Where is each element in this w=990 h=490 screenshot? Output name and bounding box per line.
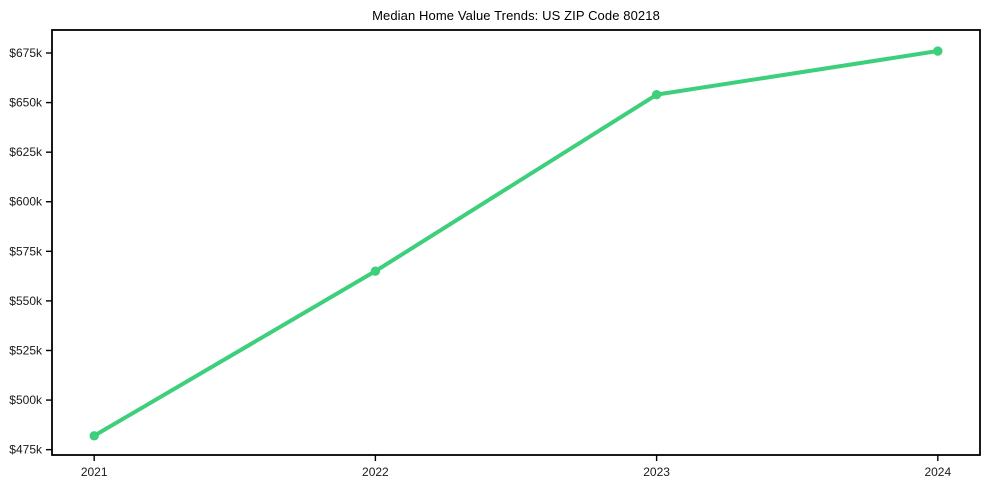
y-axis-tick-label: $625k — [9, 145, 43, 159]
x-axis-tick-label: 2022 — [362, 465, 389, 479]
y-axis-tick-label: $500k — [9, 393, 43, 407]
data-point-marker — [933, 46, 943, 56]
trend-line — [92, 49, 940, 438]
plot-border — [51, 29, 981, 456]
data-point-marker — [651, 89, 662, 100]
y-axis-tick-label: $600k — [9, 195, 43, 209]
y-axis-tick-label: $575k — [9, 244, 43, 258]
x-axis-tick-label: 2024 — [924, 465, 951, 479]
y-axis-tick-label: $675k — [9, 46, 43, 60]
x-axis-tick-label: 2021 — [81, 465, 108, 479]
y-axis-tick-label: $550k — [9, 294, 43, 308]
data-point-marker — [370, 266, 381, 276]
plot-area — [52, 30, 980, 455]
y-axis-tick-label: $475k — [9, 443, 43, 457]
data-point-marker — [89, 431, 99, 441]
y-axis-tick-label: $525k — [9, 343, 43, 357]
chart-title: Median Home Value Trends: US ZIP Code 80… — [372, 8, 660, 23]
x-axis-tick-label: 2023 — [643, 465, 670, 479]
y-axis-tick-label: $650k — [9, 96, 43, 110]
